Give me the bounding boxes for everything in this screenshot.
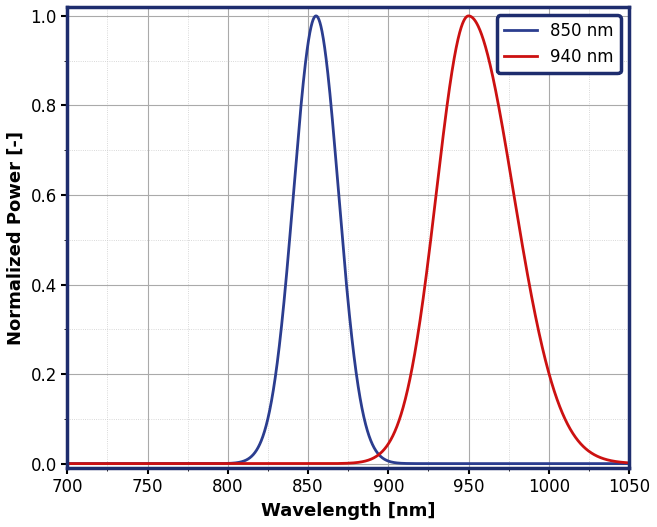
850 nm	[63, 461, 71, 467]
940 nm	[279, 461, 286, 467]
940 nm	[63, 461, 71, 467]
850 nm	[554, 461, 562, 467]
940 nm	[464, 13, 472, 19]
940 nm	[614, 458, 622, 465]
940 nm	[303, 461, 311, 467]
Line: 940 nm: 940 nm	[67, 16, 629, 464]
Y-axis label: Normalized Power [-]: Normalized Power [-]	[7, 131, 25, 345]
Line: 850 nm: 850 nm	[67, 16, 629, 464]
850 nm	[614, 461, 622, 467]
X-axis label: Wavelength [nm]: Wavelength [nm]	[261, 502, 436, 520]
Legend: 850 nm, 940 nm: 850 nm, 940 nm	[497, 15, 621, 73]
850 nm	[161, 461, 169, 467]
850 nm	[127, 461, 135, 467]
940 nm	[625, 460, 633, 466]
850 nm	[625, 461, 633, 467]
940 nm	[554, 398, 562, 404]
940 nm	[161, 461, 169, 467]
850 nm	[312, 13, 320, 19]
850 nm	[303, 47, 311, 54]
850 nm	[279, 312, 286, 318]
940 nm	[127, 461, 135, 467]
